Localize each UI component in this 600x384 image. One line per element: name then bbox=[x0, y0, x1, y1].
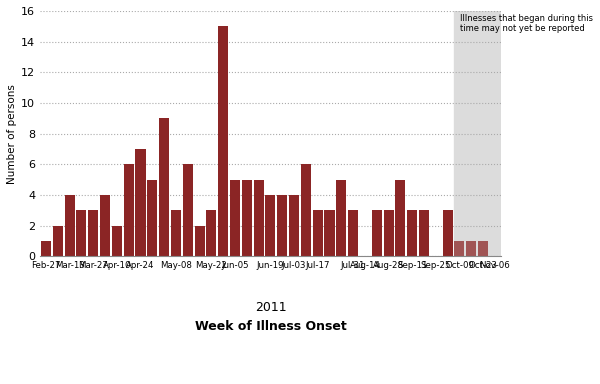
Bar bbox=[41, 241, 51, 257]
Bar bbox=[395, 180, 406, 257]
Text: 2011: 2011 bbox=[254, 301, 286, 314]
Bar bbox=[419, 210, 429, 257]
Bar bbox=[53, 226, 63, 257]
Bar bbox=[337, 180, 346, 257]
Bar bbox=[265, 195, 275, 257]
Bar bbox=[372, 210, 382, 257]
Bar bbox=[466, 241, 476, 257]
Bar bbox=[230, 180, 240, 257]
Bar bbox=[100, 195, 110, 257]
Bar bbox=[88, 210, 98, 257]
Bar bbox=[478, 241, 488, 257]
Bar bbox=[124, 164, 134, 257]
Text: Week of Illness Onset: Week of Illness Onset bbox=[194, 320, 346, 333]
Bar bbox=[136, 149, 146, 257]
Y-axis label: Number of persons: Number of persons bbox=[7, 84, 17, 184]
Bar bbox=[407, 210, 417, 257]
Bar bbox=[242, 180, 252, 257]
Bar bbox=[76, 210, 86, 257]
Bar bbox=[148, 180, 157, 257]
Bar bbox=[159, 118, 169, 257]
Bar bbox=[443, 210, 452, 257]
Bar bbox=[194, 226, 205, 257]
Bar bbox=[454, 11, 501, 257]
Bar bbox=[383, 210, 394, 257]
Bar bbox=[171, 210, 181, 257]
Bar bbox=[301, 164, 311, 257]
Bar bbox=[112, 226, 122, 257]
Bar bbox=[313, 210, 323, 257]
Text: Illnesses that began during this
time may not yet be reported: Illnesses that began during this time ma… bbox=[460, 14, 593, 33]
Bar bbox=[183, 164, 193, 257]
Bar bbox=[206, 210, 217, 257]
Bar bbox=[218, 26, 228, 257]
Bar bbox=[454, 241, 464, 257]
Bar bbox=[348, 210, 358, 257]
Bar bbox=[325, 210, 335, 257]
Bar bbox=[289, 195, 299, 257]
Bar bbox=[254, 180, 263, 257]
Bar bbox=[65, 195, 74, 257]
Bar bbox=[277, 195, 287, 257]
